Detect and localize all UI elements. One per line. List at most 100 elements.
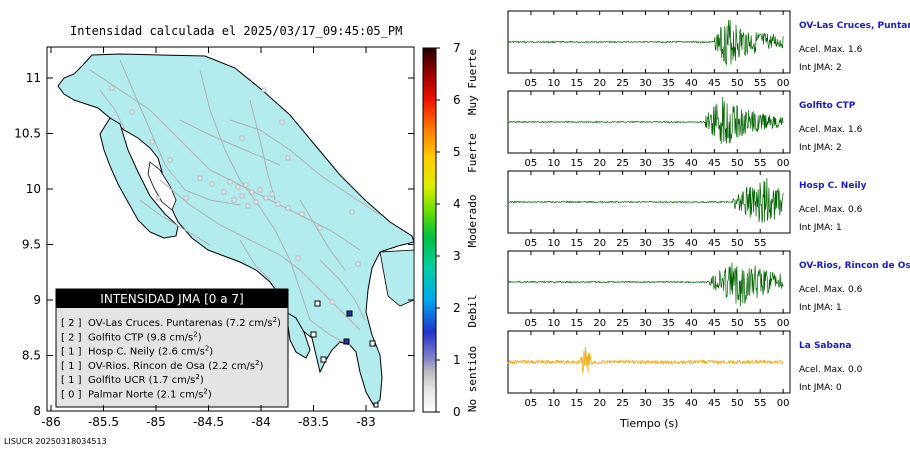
colorbar-categories: No sentido Debil Moderado Fuerte Muy Fuerte <box>466 49 479 412</box>
waveform-tick-label: 25 <box>616 238 629 249</box>
waveform-tick-label: 15 <box>570 78 583 89</box>
waveform-tick-label: 10 <box>547 78 560 89</box>
waveform-tick-label: 35 <box>662 78 675 89</box>
waveform-tick-label: 50 <box>731 158 744 169</box>
legend-row-level: [ 0 ] <box>61 390 82 401</box>
waveform-tick-label: 45 <box>708 158 721 169</box>
map-x-tick-label: -84 <box>251 415 271 429</box>
map-x-tick-label: -85.5 <box>88 415 119 429</box>
waveform-tick-label: 15 <box>570 238 583 249</box>
costa-rica-landmass <box>57 53 414 407</box>
legend-row: [ 1 ] Hosp C. Neily (2.6 cm/s2) <box>61 345 213 358</box>
colorbar-tick-label: 0 <box>453 405 461 419</box>
waveform-tick-label: 25 <box>616 318 629 329</box>
waveform-tick-label: 30 <box>639 238 652 249</box>
waveform-tick-label: 40 <box>685 158 698 169</box>
waveform-panels: 05 10 15 20 25 30 35 40 45 50 55 00 05 10 15 20 25 30 35 40… <box>507 10 791 409</box>
legend-row: [ 1 ] Golfito UCR (1.7 cm/s2) <box>61 373 204 386</box>
map-x-tick-label: -86 <box>41 415 61 429</box>
waveform-tick-label: 20 <box>593 318 606 329</box>
waveform-tick-label: 05 <box>525 78 538 89</box>
panel-int-jma: Int JMA: 1 <box>799 223 842 233</box>
panel-acel-max: Acel. Max. 0.0 <box>799 365 863 375</box>
colorbar-tick-label: 1 <box>453 353 461 367</box>
panel-acel-max: Acel. Max. 1.6 <box>799 125 863 135</box>
station-marker <box>320 356 327 363</box>
colorbar-category-label: No sentido <box>466 346 479 412</box>
legend-row-text: Hosp C. Neily (2.6 cm/s2) <box>88 345 213 358</box>
map-y-tick-label: 9 <box>33 293 41 307</box>
panel-acel-max: Acel. Max. 1.6 <box>799 45 863 55</box>
waveform-tick-label: 15 <box>570 318 583 329</box>
map-y-tick-label: 9.5 <box>22 238 41 252</box>
waveform-tick-label: 40 <box>685 238 698 249</box>
colorbar-ticks: 0 1 2 3 4 5 6 7 <box>436 41 461 419</box>
waveform-tick-label: 45 <box>708 238 721 249</box>
panel-int-jma: Int JMA: 0 <box>799 383 842 393</box>
intensity-legend: INTENSIDAD JMA [0 a 7] [ 2 ] OV-Las Cruce… <box>55 288 289 408</box>
panel-int-jma: Int JMA: 2 <box>799 63 842 73</box>
waveform-tick-label: 10 <box>547 398 560 409</box>
waveform-tick-label: 40 <box>685 78 698 89</box>
legend-row: [ 2 ] OV-Las Cruces. Puntarenas (7.2 cm/s… <box>61 316 281 329</box>
colorbar-tick-label: 2 <box>453 301 461 315</box>
waveform-tick-label: 20 <box>593 78 606 89</box>
waveform-tick-label: 25 <box>616 158 629 169</box>
colorbar-category-label: Fuerte <box>466 133 479 173</box>
legend-row: [ 2 ] Golfito CTP (9.8 cm/s2) <box>61 330 202 343</box>
map-title: Intensidad calculada el 2025/03/17_09:45… <box>70 24 403 38</box>
waveform-tick-label: 40 <box>685 318 698 329</box>
waveform-tick-label: 50 <box>731 78 744 89</box>
waveform-tick-label: 05 <box>525 318 538 329</box>
waveform-tick-label: 05 <box>525 158 538 169</box>
colorbar-gradient <box>422 47 437 413</box>
panel-station-name: Hosp C. Neily <box>799 181 867 191</box>
waveform-tick-label: 00 <box>777 158 790 169</box>
colorbar-tick-label: 6 <box>453 93 461 107</box>
intensity-map: INTENSIDAD JMA [0 a 7] [ 2 ] OV-Las Cruce… <box>14 46 415 429</box>
waveform-trace <box>507 177 784 223</box>
legend-row-text: Golfito UCR (1.7 cm/s2) <box>88 373 204 386</box>
waveform-tick-label: 20 <box>593 398 606 409</box>
station-marker <box>314 300 321 307</box>
waveform-tick-label: 10 <box>547 238 560 249</box>
waveform-trace <box>507 19 784 65</box>
panel-int-jma: Int JMA: 2 <box>799 143 842 153</box>
map-x-axis: -86 -85.5 -85 -84.5 -84 -83.5 -83 <box>41 47 376 429</box>
legend-row-text: OV-Las Cruces. Puntarenas (7.2 cm/s2) <box>88 316 281 329</box>
map-y-tick-label: 8.5 <box>22 349 41 363</box>
waveform-tick-label: 45 <box>708 398 721 409</box>
colorbar-category-label: Muy Fuerte <box>466 49 479 115</box>
waveform-tick-label: 00 <box>777 78 790 89</box>
station-marker <box>310 331 317 338</box>
waveform-tick-label: 50 <box>731 398 744 409</box>
waveform-tick-label: 45 <box>708 78 721 89</box>
waveform-trace <box>507 346 784 374</box>
colorbar-tick-label: 7 <box>453 41 461 55</box>
panel-station-name: OV-Rios, Rincon de Os <box>799 261 910 271</box>
waveform-tick-label: 00 <box>777 318 790 329</box>
osa-peninsula <box>285 311 311 359</box>
waveform-tick-label: 55 <box>754 158 767 169</box>
waveform-tick-label: 35 <box>662 158 675 169</box>
waveform-tick-label: 20 <box>593 158 606 169</box>
station-marker <box>343 338 350 345</box>
waveform-tick-label: 15 <box>570 158 583 169</box>
waveform-panel: 05 10 15 20 25 30 35 40 45 50 55 <box>507 170 791 249</box>
waveform-tick-label: 30 <box>639 78 652 89</box>
legend-row-level: [ 2 ] <box>61 332 82 343</box>
panama-landmass <box>379 249 414 307</box>
legend-row-level: [ 1 ] <box>61 361 82 372</box>
waveform-tick-label: 00 <box>777 398 790 409</box>
nicoya-peninsula <box>99 117 179 239</box>
colorbar-category-label: Debil <box>466 294 479 327</box>
colorbar-tick-label: 3 <box>453 249 461 263</box>
legend-row-text: Golfito CTP (9.8 cm/s2) <box>88 330 202 343</box>
road-network <box>89 59 381 346</box>
map-y-tick-label: 10 <box>26 182 41 196</box>
map-y-tick-label: 11 <box>26 71 41 85</box>
waveform-tick-label: 35 <box>662 318 675 329</box>
gulf-of-nicoya <box>147 161 177 211</box>
colorbar-tick-label: 4 <box>453 197 461 211</box>
